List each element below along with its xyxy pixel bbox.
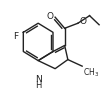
Text: O: O — [79, 17, 86, 26]
Text: CH$_3$: CH$_3$ — [83, 67, 99, 79]
Text: F: F — [13, 32, 18, 41]
Text: O: O — [47, 12, 54, 21]
Text: H: H — [35, 81, 41, 90]
Text: N: N — [35, 75, 42, 84]
